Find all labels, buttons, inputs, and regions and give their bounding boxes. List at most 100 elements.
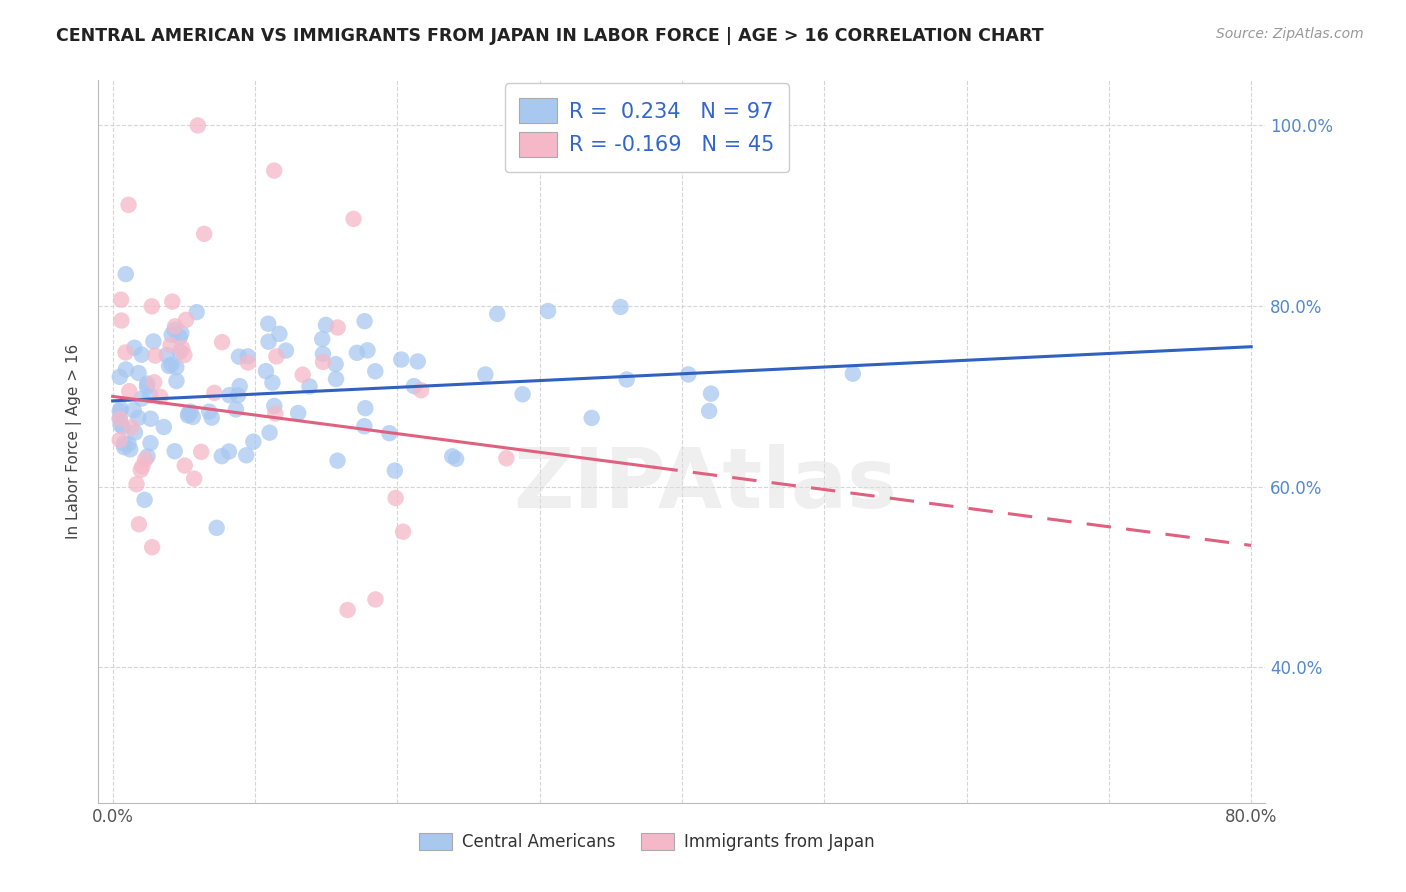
Point xyxy=(112,436,135,450)
Point xyxy=(444,451,467,466)
Y-axis label: In Labor Force | Age > 16: In Labor Force | Age > 16 xyxy=(66,344,82,539)
Point xyxy=(114,267,136,281)
Point xyxy=(160,358,183,372)
Point xyxy=(108,411,131,425)
Point xyxy=(609,300,631,314)
Point xyxy=(165,374,187,388)
Point xyxy=(384,491,406,505)
Point xyxy=(392,524,415,539)
Text: Source: ZipAtlas.com: Source: ZipAtlas.com xyxy=(1216,27,1364,41)
Point xyxy=(537,304,560,318)
Point xyxy=(139,411,162,425)
Point xyxy=(143,376,166,390)
Point xyxy=(205,521,228,535)
Point xyxy=(211,449,233,463)
Point xyxy=(226,388,249,402)
Point xyxy=(169,344,191,359)
Point xyxy=(346,346,368,360)
Point xyxy=(124,425,146,440)
Point xyxy=(218,388,240,402)
Point xyxy=(326,320,349,334)
Point xyxy=(486,307,509,321)
Point xyxy=(143,349,166,363)
Point xyxy=(115,362,138,376)
Point xyxy=(228,350,250,364)
Point xyxy=(169,330,191,344)
Point xyxy=(263,163,285,178)
Point xyxy=(117,198,139,212)
Point xyxy=(120,442,142,457)
Point xyxy=(193,227,215,241)
Point xyxy=(108,433,131,447)
Point xyxy=(581,411,603,425)
Point xyxy=(389,352,412,367)
Point xyxy=(287,406,309,420)
Point xyxy=(325,372,347,386)
Point xyxy=(236,349,259,363)
Point xyxy=(129,463,152,477)
Point xyxy=(177,406,200,420)
Point xyxy=(354,401,377,416)
Point xyxy=(312,355,335,369)
Point xyxy=(259,425,281,440)
Point xyxy=(112,440,135,454)
Point xyxy=(186,305,208,319)
Point xyxy=(236,355,259,369)
Point xyxy=(257,334,280,349)
Point xyxy=(139,388,162,402)
Point xyxy=(235,448,257,462)
Point xyxy=(125,477,148,491)
Text: ZIPAtlas: ZIPAtlas xyxy=(513,444,897,525)
Point xyxy=(411,383,433,397)
Point xyxy=(218,444,240,458)
Point xyxy=(364,364,387,378)
Point xyxy=(315,318,337,332)
Point xyxy=(162,294,184,309)
Point xyxy=(254,364,277,378)
Point xyxy=(160,327,183,342)
Point xyxy=(172,341,194,355)
Point xyxy=(110,293,132,307)
Point xyxy=(128,366,150,380)
Point xyxy=(336,603,359,617)
Point xyxy=(142,334,165,349)
Point xyxy=(325,357,347,371)
Point xyxy=(378,426,401,441)
Point xyxy=(108,411,131,425)
Point xyxy=(180,405,202,419)
Point xyxy=(364,592,387,607)
Point xyxy=(264,407,287,421)
Point xyxy=(406,354,429,368)
Point xyxy=(190,445,212,459)
Point xyxy=(163,444,186,458)
Point xyxy=(173,458,195,473)
Point xyxy=(181,409,204,424)
Point xyxy=(127,411,149,425)
Point xyxy=(262,376,284,390)
Point xyxy=(842,367,865,381)
Point xyxy=(114,345,136,359)
Point xyxy=(141,540,163,554)
Point xyxy=(136,376,159,391)
Point xyxy=(402,379,425,393)
Point xyxy=(201,410,224,425)
Point xyxy=(135,379,157,393)
Point xyxy=(697,404,720,418)
Point xyxy=(242,434,264,449)
Point xyxy=(110,313,132,327)
Point xyxy=(152,420,174,434)
Point xyxy=(122,403,145,417)
Point xyxy=(111,420,134,434)
Point xyxy=(274,343,297,358)
Point xyxy=(117,437,139,451)
Point xyxy=(187,119,209,133)
Point xyxy=(342,211,364,226)
Point xyxy=(228,379,250,393)
Point xyxy=(495,451,517,466)
Point xyxy=(263,399,285,413)
Point xyxy=(165,360,187,375)
Point xyxy=(326,453,349,467)
Point xyxy=(131,348,153,362)
Point xyxy=(141,299,163,313)
Point xyxy=(700,386,723,401)
